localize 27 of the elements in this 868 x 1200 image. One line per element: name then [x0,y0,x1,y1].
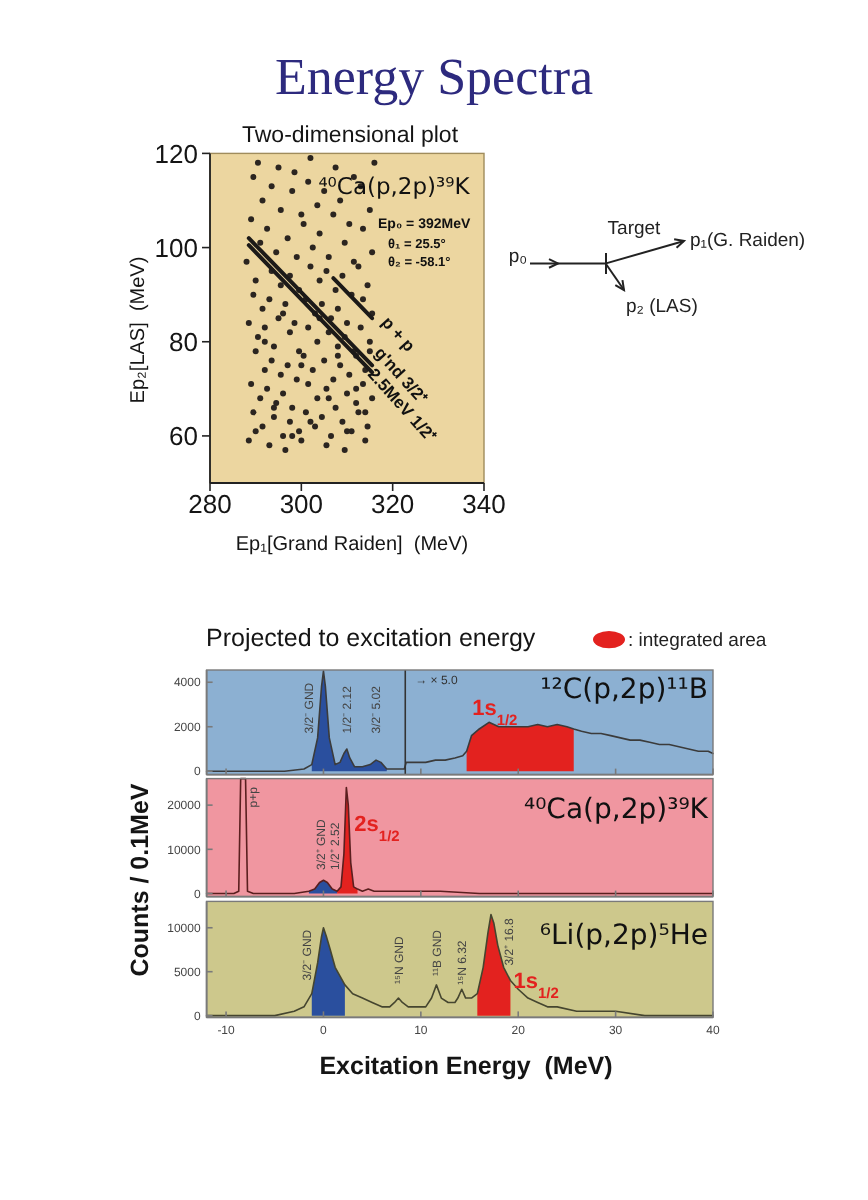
y-axis-title: Ep₂[LAS] (MeV) [128,256,150,404]
annotation: ⁴⁰Ca(p,2p)³⁹K [523,794,710,826]
annotation: ⁶Li(p,2p)⁵He [539,920,708,952]
annotation: 1s$_{1/2}$ [472,696,518,728]
y-tick-label: 60 [169,421,198,452]
y-tick-label: 100 [154,232,198,263]
text: Target [607,218,662,240]
chart-title: Projected to excitation energy [206,624,537,652]
annotation: ¹²C(p,2p)¹¹B [540,674,708,706]
text: p₂ (LAS) [626,296,698,318]
x-tick-label: 280 [188,489,232,519]
text: p₁(G. Raiden) [690,230,806,252]
annotation: 1s$_{1/2}$ [513,970,559,1002]
y-axis-title: Counts / 0.1MeV [126,782,154,977]
annotation: ⁴⁰Ca(p,2p)³⁹K [318,172,471,200]
chart-subtitle: Two-dimensional plot [241,124,460,148]
text: p₀ [508,246,528,268]
x-tick-label: 340 [462,489,506,519]
y-tick-label: 80 [169,326,198,357]
annotation: 2s$_{1/2}$ [354,812,400,844]
y-tick-label: 120 [154,138,198,169]
chart-title: Energy Spectra [274,48,594,106]
x-axis-title: Excitation Energy (MeV) [319,1052,613,1080]
legend-label: : integrated area [628,630,768,652]
x-tick-label: 300 [279,489,324,519]
x-tick-label: 320 [370,489,415,519]
x-axis-title: Ep₁[Grand Raiden] (MeV) [235,534,469,556]
